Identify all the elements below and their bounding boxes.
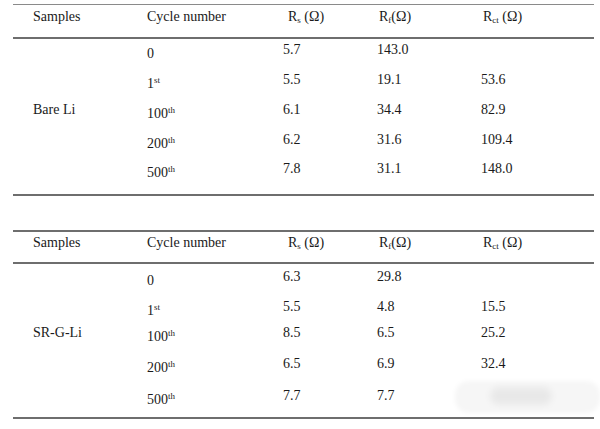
cell-cycle: 200th: [147, 356, 175, 376]
table-row: 200th 6.2 31.6 109.4: [0, 132, 600, 148]
table-row: 500th 7.8 31.1 148.0: [0, 161, 600, 177]
cell-rs: 6.1: [283, 102, 301, 118]
cell-rf: 6.5: [377, 325, 395, 341]
table2-header-rct: Rct (Ω): [483, 235, 522, 254]
watermark-core: [490, 387, 552, 405]
cell-cycle: 100th: [147, 325, 175, 345]
cell-rf: 4.8: [377, 299, 395, 315]
table-row: 1st 5.5 19.1 53.6: [0, 72, 600, 88]
cell-rf: 31.1: [377, 161, 402, 177]
cell-rf: 29.8: [377, 269, 402, 285]
cell-rct: 109.4: [481, 132, 513, 148]
table1-header-rf: Rf(Ω): [379, 9, 411, 28]
cell-rs: 6.2: [283, 132, 301, 148]
cell-rs: 7.8: [283, 161, 301, 177]
cell-rs: 8.5: [283, 325, 301, 341]
cell-rct: 15.5: [481, 299, 506, 315]
table1-header-cycle: Cycle number: [147, 9, 226, 25]
cell-cycle: 0: [147, 269, 154, 289]
table-row: 100th 8.5 6.5 25.2: [0, 325, 600, 341]
table1-header-rct: Rct (Ω): [483, 9, 522, 28]
cell-rct: 82.9: [481, 102, 506, 118]
table1-header-rs: Rs (Ω): [288, 9, 324, 28]
cell-rf: 34.4: [377, 102, 402, 118]
cell-rct: 25.2: [481, 325, 506, 341]
cell-rs: 7.7: [283, 388, 301, 404]
cell-cycle: 200th: [147, 132, 175, 152]
table2-header-rule: [13, 262, 594, 264]
cell-cycle: 0: [147, 42, 154, 62]
cell-rct: 32.4: [481, 356, 506, 372]
table-row: 200th 6.5 6.9 32.4: [0, 356, 600, 372]
table2-header-samples: Samples: [33, 235, 80, 251]
cell-cycle: 500th: [147, 161, 175, 181]
table2-header-row: Samples Cycle number Rs (Ω) Rf(Ω) Rct (Ω…: [0, 235, 600, 251]
document-page: Samples Cycle number Rs (Ω) Rf(Ω) Rct (Ω…: [0, 0, 600, 429]
table1-header-rule: [13, 37, 594, 39]
table2-bottom-rule: [13, 417, 594, 419]
table2-header-cycle: Cycle number: [147, 235, 226, 251]
cell-rct: 53.6: [481, 72, 506, 88]
table1-bottom-rule: [13, 194, 594, 196]
table-row: 0 6.3 29.8: [0, 269, 600, 285]
cell-cycle: 100th: [147, 102, 175, 122]
cell-rf: 6.9: [377, 356, 395, 372]
table-row: 1st 5.5 4.8 15.5: [0, 299, 600, 315]
table2-header-rf: Rf(Ω): [379, 235, 411, 254]
cell-rs: 6.3: [283, 269, 301, 285]
cell-cycle: 500th: [147, 388, 175, 408]
table1-header-row: Samples Cycle number Rs (Ω) Rf(Ω) Rct (Ω…: [0, 9, 600, 25]
watermark: [455, 381, 600, 413]
table1-top-rule: [13, 4, 594, 5]
cell-rs: 5.7: [283, 42, 301, 58]
cell-rs: 5.5: [283, 72, 301, 88]
cell-cycle: 1st: [147, 72, 160, 92]
table1-header-samples: Samples: [33, 9, 80, 25]
cell-rf: 19.1: [377, 72, 402, 88]
cell-cycle: 1st: [147, 299, 160, 319]
cell-rf: 7.7: [377, 388, 395, 404]
table2-header-rs: Rs (Ω): [288, 235, 324, 254]
cell-rs: 5.5: [283, 299, 301, 315]
table-row: 100th 6.1 34.4 82.9: [0, 102, 600, 118]
table-row: 0 5.7 143.0: [0, 42, 600, 58]
cell-rf: 31.6: [377, 132, 402, 148]
cell-rf: 143.0: [377, 42, 409, 58]
cell-rs: 6.5: [283, 356, 301, 372]
cell-rct: 148.0: [481, 161, 513, 177]
table2-top-rule: [13, 230, 594, 232]
